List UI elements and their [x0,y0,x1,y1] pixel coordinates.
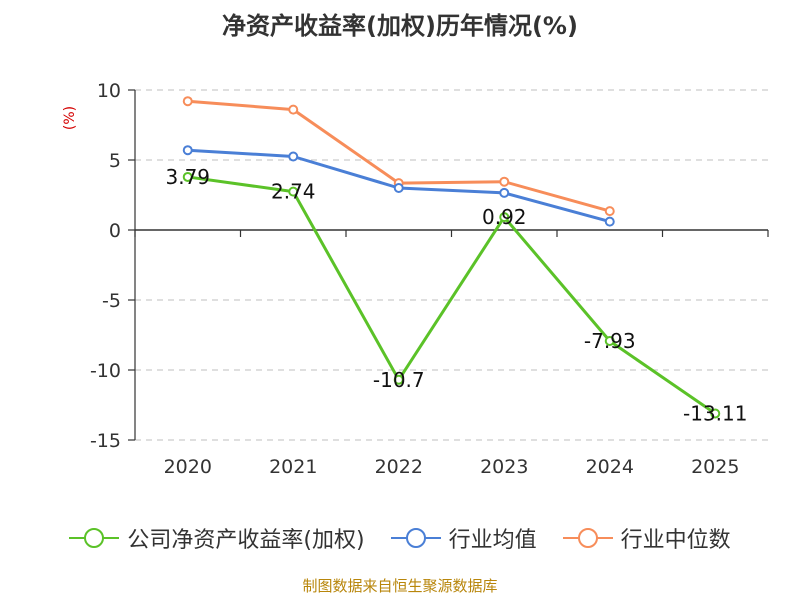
data-point [393,374,404,385]
data-label: 2.74 [271,180,316,204]
legend-item-industry-average[interactable]: 行业均值 [390,522,537,554]
y-tick-label: 5 [109,150,121,172]
data-point [499,212,510,223]
y-tick-label: 10 [97,80,121,102]
series-line [187,99,611,213]
x-tick-label: 2021 [269,456,317,478]
data-point [393,183,404,193]
legend-label-industry-median: 行业中位数 [620,528,731,553]
data-label: -7.93 [584,329,636,353]
y-tick-label: 0 [109,220,121,242]
data-point [288,104,299,115]
x-tick-label: 2023 [480,456,528,478]
data-point [288,151,299,162]
x-tick-label: 2020 [164,456,212,478]
data-point [182,96,193,107]
source-footer: 制图数据来自恒生聚源数据库 [302,577,498,595]
x-tick-label: 2022 [375,456,423,478]
series-line [187,175,717,415]
legend-label-industry-average: 行业均值 [448,528,537,553]
data-point [604,336,615,347]
data-point [288,186,299,197]
data-point [182,145,193,156]
data-label: 3.79 [165,165,210,189]
data-point [182,171,193,182]
x-tick-label: 2024 [586,456,634,478]
y-tick-label: -5 [102,290,121,312]
data-label: 0.92 [482,205,527,229]
x-tick-label: 2025 [691,456,739,478]
data-point [499,187,510,198]
data-point [499,176,510,187]
data-point [604,206,615,217]
y-tick-label: -10 [90,360,121,382]
legend-marker-industry-average [390,528,441,548]
data-label: -10.7 [373,368,425,392]
legend-item-industry-median[interactable]: 行业中位数 [562,522,731,554]
data-point [604,216,615,227]
data-label: -13.11 [683,402,747,426]
chart-title: 净资产收益率(加权)历年情况(%) [222,12,578,40]
legend-item-company-roe[interactable]: 公司净资产收益率(加权) [69,522,365,554]
data-point [710,408,721,419]
legend-marker-industry-median [562,528,613,548]
legend-label-company-roe: 公司净资产收益率(加权) [127,528,365,553]
chart-legend: 公司净资产收益率(加权) 行业均值 行业中位数 [0,522,800,554]
y-tick-label: -15 [90,430,121,452]
legend-marker-company-roe [69,528,120,548]
